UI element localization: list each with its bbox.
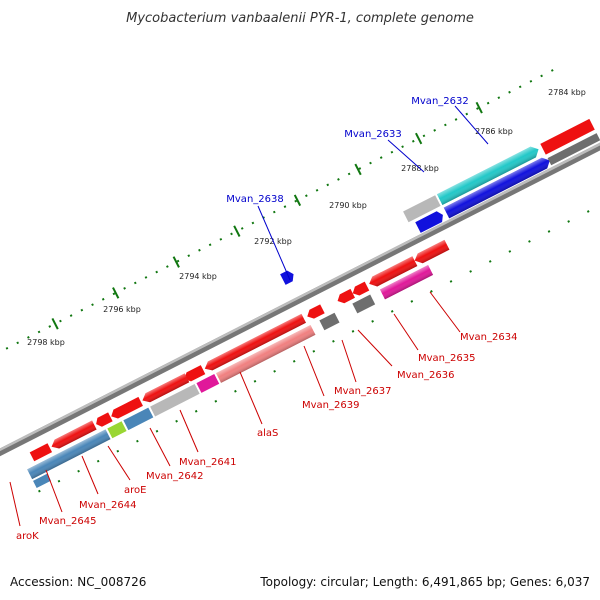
gene-mvan-2644[interactable] [107,421,127,439]
scale-labels: 2784 kbp 2786 kbp 2788 kbp 2790 kbp 2792… [27,88,586,347]
scale-tick [112,287,120,299]
gene-red[interactable] [335,288,355,306]
gene-gray-dark[interactable] [547,133,600,166]
gene-label[interactable]: Mvan_2639 [302,400,359,411]
kbp-label: 2786 kbp [475,127,513,136]
kbp-label: 2798 kbp [27,338,65,347]
kbp-label: 2790 kbp [329,201,367,210]
gene-red[interactable] [540,118,595,155]
gene-mvan-2638[interactable] [280,269,296,285]
scale-tick [172,256,180,268]
gene-mvan-2639[interactable] [319,312,340,331]
gene-label[interactable]: Mvan_2632 [411,96,468,107]
map-track [0,64,600,493]
gene-blue-small[interactable] [415,209,445,233]
gene-arok[interactable] [29,443,53,462]
scale-track-dots [0,64,563,366]
gene-red[interactable] [94,412,113,428]
kbp-label: 2796 kbp [103,305,141,314]
gene-label[interactable]: Mvan_2641 [179,457,236,468]
gene-label[interactable]: Mvan_2645 [39,516,96,527]
gene-aroe[interactable] [123,407,154,431]
gene-mvan-2642[interactable] [150,383,200,417]
gene-label[interactable]: Mvan_2642 [146,471,203,482]
gene-label[interactable]: Mvan_2635 [418,353,475,364]
gene-red[interactable] [109,396,143,421]
gene-red[interactable] [305,304,325,321]
scale-tick [233,225,241,237]
forward-genes [280,118,600,285]
scale-tick [51,317,59,330]
scale-ticks [51,101,483,330]
gene-red[interactable] [350,281,370,298]
gene-label[interactable]: aroE [124,485,146,496]
gene-label[interactable]: Mvan_2633 [344,129,401,140]
reverse-genes [27,239,450,489]
reverse-track-dots [38,191,600,493]
scale-tick [354,163,362,176]
gene-red[interactable] [182,365,206,383]
gene-gray[interactable] [403,195,441,223]
gene-label[interactable]: Mvan_2644 [79,500,136,511]
scale-tick [293,194,302,207]
gene-label[interactable]: alaS [257,428,278,439]
gene-label[interactable]: Mvan_2636 [397,370,454,381]
accession-text: Accession: NC_008726 [10,575,146,589]
gene-label[interactable]: Mvan_2634 [460,332,517,343]
gene-mvan-2641[interactable] [196,373,220,393]
map-title: Mycobacterium vanbaalenii PYR-1, complet… [126,11,474,26]
kbp-label: 2794 kbp [179,272,217,281]
gene-mvan-2637[interactable] [352,294,376,314]
kbp-label: 2784 kbp [548,88,586,97]
gene-label[interactable]: aroK [16,531,39,542]
genome-summary: Topology: circular; Length: 6,491,865 bp… [259,575,590,589]
gene-label[interactable]: Mvan_2637 [334,386,391,397]
scale-tick [475,101,483,114]
forward-labels: Mvan_2632 Mvan_2633 Mvan_2638 [226,96,489,281]
gene-label[interactable]: Mvan_2638 [226,194,283,205]
scale-tick [415,132,423,145]
reverse-labels: Mvan_2634 Mvan_2635 Mvan_2636 Mvan_2637 … [9,291,517,542]
